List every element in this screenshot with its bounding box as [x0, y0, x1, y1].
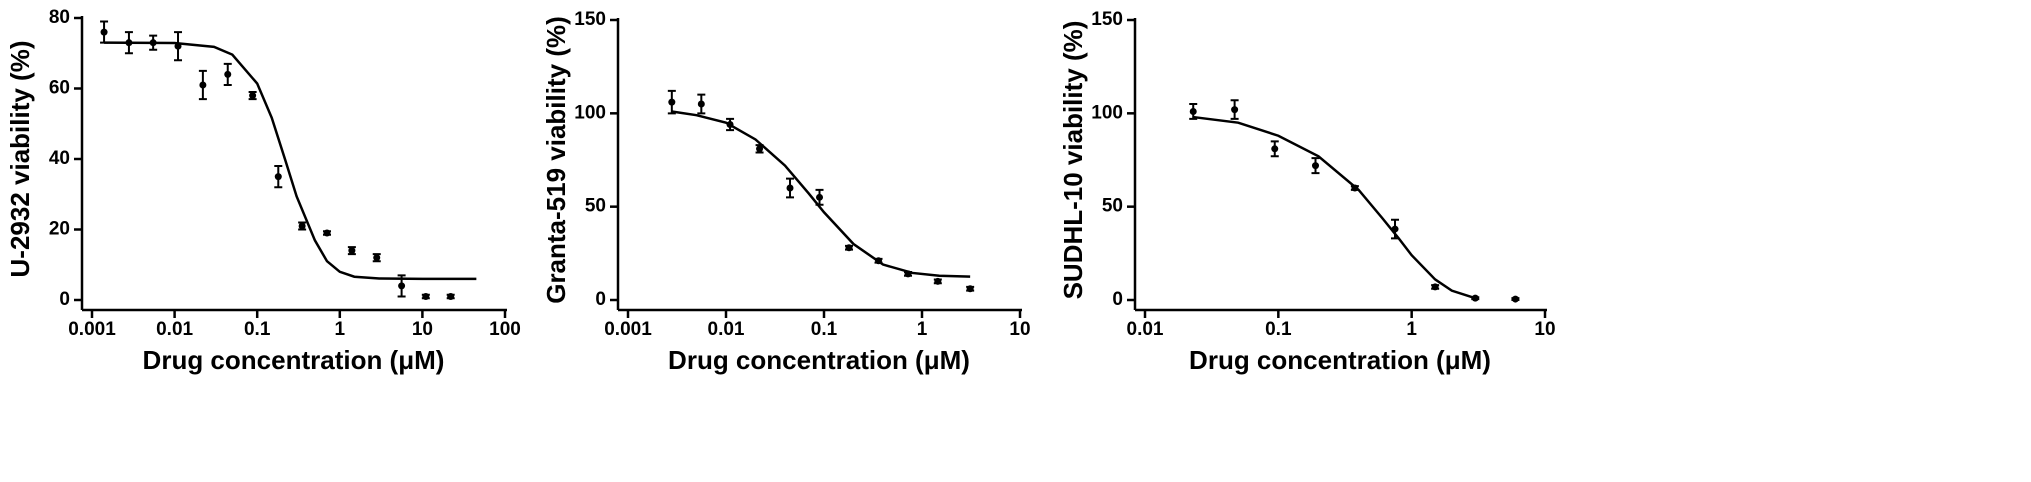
panel: 0 50 100 150 0.001 0.01 0.1 1 10 Drug concentrati…	[541, 9, 1031, 375]
y-tick-label: 100	[574, 102, 606, 123]
data-point	[966, 285, 974, 293]
panel: 0 20 40 60 80 0.001 0.01 0.1 1 10 100 Drug concentr…	[5, 7, 521, 375]
data-point	[904, 270, 912, 278]
x-tick-label: 10	[1534, 319, 1555, 340]
y-tick-label: 80	[49, 7, 70, 28]
data-point	[1391, 225, 1399, 233]
y-tick-label: 150	[574, 9, 606, 30]
data-point	[1511, 295, 1519, 303]
x-tick-label: 1	[917, 319, 928, 340]
data-point	[398, 282, 406, 290]
x-axis-title: Drug concentration (μM)	[668, 345, 970, 375]
y-tick-label: 60	[49, 78, 70, 99]
fit-curve	[1193, 115, 1476, 300]
x-tick-label: 10	[1009, 319, 1030, 340]
y-tick-label: 150	[1091, 9, 1123, 30]
x-tick-label: 0.01	[708, 319, 745, 340]
y-axis-title: Granta-519 viability (%)	[541, 16, 571, 304]
x-tick-label: 0.1	[811, 319, 838, 340]
y-tick-label: 0	[1112, 289, 1123, 310]
data-point	[786, 184, 794, 192]
data-point	[1431, 283, 1439, 291]
fit-curve	[104, 41, 477, 281]
y-tick-label: 40	[49, 148, 70, 169]
x-tick-label: 0.1	[244, 319, 271, 340]
data-point	[224, 70, 232, 78]
data-point	[125, 39, 133, 47]
data-point	[447, 292, 455, 300]
y-tick-label: 100	[1091, 102, 1123, 123]
x-tick-label: 100	[489, 319, 521, 340]
y-axis-title: U-2932 viability (%)	[5, 41, 35, 278]
panel: 0 50 100 150 0.01 0.1 1 10 Drug concentration (μ…	[1058, 9, 1556, 375]
x-tick-label: 0.01	[156, 319, 193, 340]
data-point	[323, 229, 331, 237]
data-point	[348, 247, 356, 255]
y-tick-label: 0	[59, 289, 70, 310]
data-point	[668, 98, 676, 106]
data-point	[199, 81, 207, 89]
fit-curve	[671, 110, 971, 278]
data-point	[726, 121, 734, 129]
data-point	[1189, 107, 1197, 115]
x-axis-title: Drug concentration (μM)	[143, 345, 445, 375]
data-point	[1312, 162, 1320, 170]
data-point	[845, 244, 853, 252]
y-tick-label: 50	[585, 196, 606, 217]
x-tick-label: 0.001	[604, 319, 652, 340]
x-axis-title: Drug concentration (μM)	[1189, 345, 1491, 375]
data-point	[298, 222, 306, 230]
x-tick-label: 1	[335, 319, 346, 340]
x-tick-label: 0.1	[1265, 319, 1292, 340]
data-point	[274, 173, 282, 181]
data-point	[1471, 294, 1479, 302]
data-point	[422, 292, 430, 300]
data-point	[100, 28, 108, 36]
data-point	[249, 92, 257, 100]
data-point	[373, 254, 381, 262]
y-tick-label: 20	[49, 219, 70, 240]
data-point	[756, 145, 764, 153]
data-point	[816, 193, 824, 201]
y-axis-title: SUDHL-10 viability (%)	[1058, 21, 1088, 300]
y-tick-label: 0	[595, 289, 606, 310]
data-point	[1351, 184, 1359, 192]
data-point	[174, 42, 182, 50]
data-point	[149, 39, 157, 47]
x-tick-label: 10	[412, 319, 433, 340]
data-point	[1271, 145, 1279, 153]
data-point	[875, 257, 883, 265]
y-tick-label: 50	[1102, 196, 1123, 217]
data-point	[934, 277, 942, 285]
data-point	[1231, 106, 1239, 114]
x-tick-label: 1	[1406, 319, 1417, 340]
x-tick-label: 0.01	[1127, 319, 1164, 340]
x-tick-label: 0.001	[68, 319, 116, 340]
data-point	[697, 100, 705, 108]
